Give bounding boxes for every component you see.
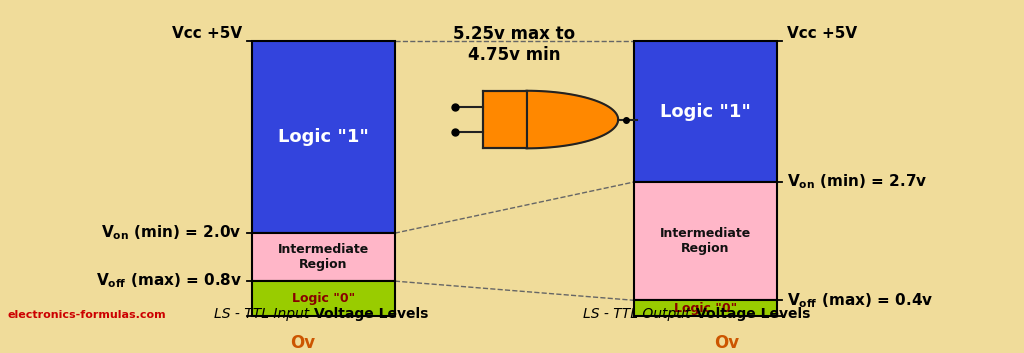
Text: 5.25v max to
4.75v min: 5.25v max to 4.75v min xyxy=(454,25,575,64)
Text: Logic "0": Logic "0" xyxy=(292,292,355,305)
Text: Voltage Levels: Voltage Levels xyxy=(314,307,429,322)
Text: $\mathbf{V_{off}}$ (max) = 0.4v: $\mathbf{V_{off}}$ (max) = 0.4v xyxy=(787,291,934,310)
Bar xyxy=(634,300,777,316)
Bar xyxy=(634,41,777,182)
Text: Voltage Levels: Voltage Levels xyxy=(696,307,811,322)
Text: LS - TTL Input: LS - TTL Input xyxy=(214,307,313,322)
Text: Ov: Ov xyxy=(290,334,314,352)
Text: Logic "1": Logic "1" xyxy=(660,103,751,121)
Bar xyxy=(634,182,777,300)
Bar xyxy=(252,281,395,316)
Polygon shape xyxy=(526,91,618,148)
Text: Vcc +5V: Vcc +5V xyxy=(787,26,857,41)
Text: $\mathbf{V_{off}}$ (max) = 0.8v: $\mathbf{V_{off}}$ (max) = 0.8v xyxy=(96,272,242,291)
Text: electronics-formulas.com: electronics-formulas.com xyxy=(8,310,167,319)
Text: Vcc +5V: Vcc +5V xyxy=(172,26,242,41)
Bar xyxy=(252,41,395,233)
Text: Logic "0": Logic "0" xyxy=(674,302,737,315)
Text: LS - TTL Output: LS - TTL Output xyxy=(584,307,695,322)
Bar xyxy=(483,91,526,148)
Text: Intermediate
Region: Intermediate Region xyxy=(659,227,752,255)
Text: Intermediate
Region: Intermediate Region xyxy=(278,243,370,271)
Text: Logic "1": Logic "1" xyxy=(279,128,369,146)
Text: $\mathbf{V_{on}}$ (min) = 2.7v: $\mathbf{V_{on}}$ (min) = 2.7v xyxy=(787,173,928,191)
Text: $\mathbf{V_{on}}$ (min) = 2.0v: $\mathbf{V_{on}}$ (min) = 2.0v xyxy=(101,224,242,243)
Bar xyxy=(252,233,395,281)
Text: Ov: Ov xyxy=(715,334,739,352)
